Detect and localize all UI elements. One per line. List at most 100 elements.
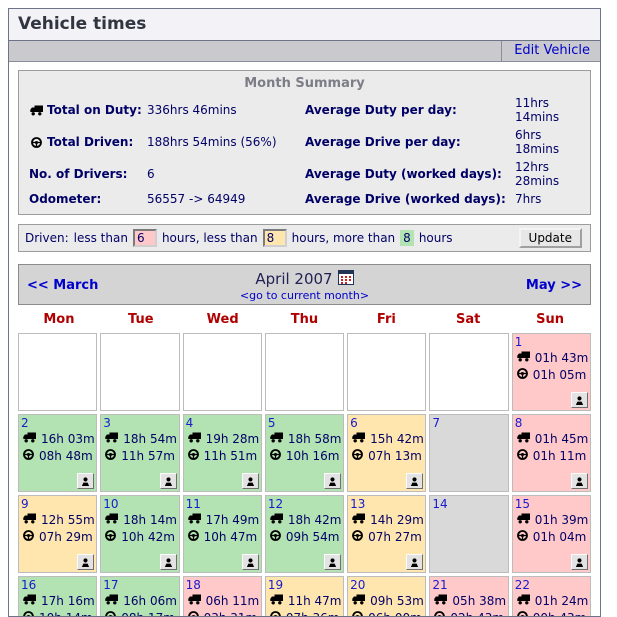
day-number[interactable]: 17 [103, 578, 119, 592]
driver-details-button[interactable] [406, 473, 424, 489]
day-number[interactable]: 20 [350, 578, 366, 592]
day-number[interactable]: 7 [432, 416, 441, 430]
day-cell: 16 17h 16m 10h 14m [18, 576, 98, 616]
summary-value: 336hrs 46mins [147, 103, 237, 117]
summary-value: 11hrs 14mins [515, 96, 560, 124]
duty-time: 18h 54m [123, 432, 177, 446]
day-number[interactable]: 13 [350, 497, 366, 511]
duty-time-row: 18h 42m [266, 511, 343, 528]
day-number[interactable]: 19 [267, 578, 284, 592]
day-number[interactable]: 9 [21, 497, 29, 511]
day-number[interactable]: 22 [514, 578, 530, 592]
person-icon [246, 555, 255, 570]
driven-time-row: 07h 29m [19, 528, 96, 545]
driven-time-row: 07h 36m [266, 609, 343, 616]
threshold-input-tan[interactable] [262, 229, 287, 247]
legend-text-4: hours [418, 231, 453, 245]
day-cell [18, 333, 98, 411]
day-cell [264, 333, 345, 411]
prev-month-link[interactable]: << March [27, 277, 99, 293]
steering-wheel-icon [516, 611, 528, 616]
threshold-input-pink[interactable] [132, 229, 157, 247]
driver-details-button[interactable] [77, 554, 95, 570]
truck-icon [352, 594, 366, 608]
day-cell: 2 16h 03m 08h 48m [18, 414, 98, 492]
day-number[interactable]: 11 [185, 497, 201, 511]
driver-details-button[interactable] [241, 554, 259, 570]
steering-wheel-icon [516, 449, 528, 463]
day-number[interactable]: 4 [185, 416, 194, 430]
update-button[interactable]: Update [518, 228, 582, 248]
duty-time-row: 14h 29m [348, 511, 425, 528]
steering-wheel-icon [516, 368, 528, 382]
summary-value: 56557 -> 64949 [147, 192, 246, 206]
calendar-title-block: April 2007 [147, 269, 462, 302]
duty-time-row: 18h 14m [101, 511, 178, 528]
day-number[interactable]: 6 [350, 416, 358, 430]
goto-current-month-link[interactable]: <go to current month> [239, 288, 370, 302]
driven-time-row: 10h 42m [101, 528, 178, 545]
truck-icon [23, 594, 36, 608]
duty-time: 17h 16m [41, 594, 95, 608]
summary-label: Average Duty per day: [305, 103, 457, 117]
day-number[interactable]: 15 [514, 497, 530, 511]
person-icon [575, 474, 584, 489]
summary-value: 6hrs 18mins [515, 128, 560, 156]
driven-time-row: 06h 00m [348, 609, 425, 616]
summary-label: Average Duty (worked days): [305, 167, 502, 181]
summary-grid: Total on Duty: 336hrs 46mins Average Duty … [29, 96, 580, 206]
driver-details-button[interactable] [241, 473, 259, 489]
day-number[interactable]: 12 [267, 497, 284, 511]
duty-time: 18h 14m [123, 513, 177, 527]
driven-time: 01h 05m [532, 368, 587, 382]
duty-time-row: 15h 42m [348, 430, 425, 447]
summary-value: 7hrs [515, 192, 542, 206]
driver-details-button[interactable] [77, 473, 95, 489]
duty-time: 06h 11m [205, 594, 260, 608]
duty-time-row: 18h 54m [101, 430, 178, 447]
truck-icon [270, 594, 283, 608]
day-number[interactable]: 5 [267, 416, 276, 430]
driver-details-button[interactable] [570, 473, 588, 489]
truck-icon [187, 594, 201, 608]
driver-details-button[interactable] [324, 473, 342, 489]
truck-icon [23, 432, 36, 446]
day-number[interactable]: 8 [514, 416, 523, 430]
duty-time-row: 19h 28m [184, 430, 261, 447]
truck-icon [517, 594, 530, 608]
duty-time: 01h 39m [534, 513, 589, 527]
truck-icon [270, 513, 283, 527]
driver-details-button[interactable] [406, 554, 424, 570]
duty-time: 18h 42m [287, 513, 342, 527]
duty-time: 12h 55m [41, 513, 95, 527]
driver-details-button[interactable] [570, 554, 588, 570]
calendar-week-row: 1 01h 43m 01h 05m [18, 333, 591, 411]
driven-time: 07h 29m [39, 530, 93, 544]
day-number[interactable]: 14 [432, 497, 448, 511]
edit-vehicle-link[interactable]: Edit Vehicle [514, 43, 590, 58]
day-number[interactable]: 10 [103, 497, 119, 511]
driver-details-button[interactable] [159, 554, 177, 570]
day-number[interactable]: 3 [103, 416, 111, 430]
day-number[interactable]: 1 [514, 335, 523, 349]
driven-time: 11h 51m [203, 449, 258, 463]
driven-time: 01h 11m [532, 449, 587, 463]
calendar-picker-icon[interactable] [337, 269, 354, 289]
driver-details-button[interactable] [324, 554, 342, 570]
summary-value: 12hrs 28mins [515, 160, 560, 188]
day-number[interactable]: 21 [432, 578, 448, 592]
driver-details-button[interactable] [159, 473, 177, 489]
legend-text-2: hours, less than [161, 231, 258, 245]
day-number[interactable]: 18 [185, 578, 201, 592]
driven-time-row: 07h 27m [348, 528, 425, 545]
steering-wheel-icon [23, 611, 34, 616]
day-number[interactable]: 2 [21, 416, 29, 430]
duty-time: 16h 06m [123, 594, 177, 608]
day-cell: 6 15h 42m 07h 13m [347, 414, 427, 492]
duty-time: 05h 38m [452, 594, 507, 608]
driver-details-button[interactable] [570, 392, 588, 408]
day-cell: 18 06h 11m 03h 31m [182, 576, 262, 616]
duty-time-row: 06h 11m [184, 592, 261, 609]
day-number[interactable]: 16 [21, 578, 37, 592]
next-month-link[interactable]: May >> [525, 277, 582, 293]
